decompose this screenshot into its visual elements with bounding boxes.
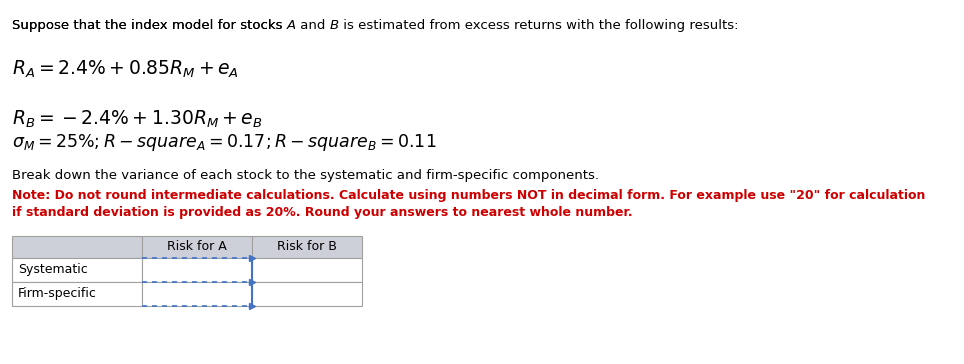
Text: Note: Do not round intermediate calculations. Calculate using numbers NOT in dec: Note: Do not round intermediate calculat… — [12, 189, 925, 202]
Bar — [252, 282, 362, 306]
Text: is estimated from excess returns with the following results:: is estimated from excess returns with th… — [338, 19, 738, 32]
Text: $\mathit{\sigma}_{\mathit{M}}=25\%;\mathit{R}-\mathit{square}_{\mathit{A}}=0.17;: $\mathit{\sigma}_{\mathit{M}}=25\%;\math… — [12, 132, 437, 153]
Text: if standard deviation is provided as 20%. Round your answers to nearest whole nu: if standard deviation is provided as 20%… — [12, 206, 632, 219]
Bar — [142, 258, 252, 282]
Bar — [142, 282, 252, 306]
Text: Risk for B: Risk for B — [277, 241, 337, 253]
Text: Systematic: Systematic — [18, 264, 88, 277]
Bar — [12, 282, 142, 306]
Text: Break down the variance of each stock to the systematic and firm-specific compon: Break down the variance of each stock to… — [12, 169, 599, 182]
Text: Firm-specific: Firm-specific — [18, 288, 96, 301]
Text: $\mathit{R}_{\mathit{A}}=2.4\%+0.85\mathit{R}_{\mathit{M}}+\mathit{e}_{\mathit{A: $\mathit{R}_{\mathit{A}}=2.4\%+0.85\math… — [12, 59, 239, 80]
Text: A: A — [286, 19, 296, 32]
Text: $\mathit{R}_{\mathit{B}}=-2.4\%+1.30\mathit{R}_{\mathit{M}}+\mathit{e}_{\mathit{: $\mathit{R}_{\mathit{B}}=-2.4\%+1.30\mat… — [12, 109, 262, 130]
Bar — [12, 236, 142, 258]
Bar — [252, 258, 362, 282]
Text: and: and — [296, 19, 330, 32]
Text: B: B — [330, 19, 338, 32]
Bar — [12, 258, 142, 282]
Text: Suppose that the index model for stocks: Suppose that the index model for stocks — [12, 19, 286, 32]
Text: Risk for A: Risk for A — [167, 241, 227, 253]
Bar — [252, 236, 362, 258]
Bar — [142, 236, 252, 258]
Text: Suppose that the index model for stocks: Suppose that the index model for stocks — [12, 19, 286, 32]
